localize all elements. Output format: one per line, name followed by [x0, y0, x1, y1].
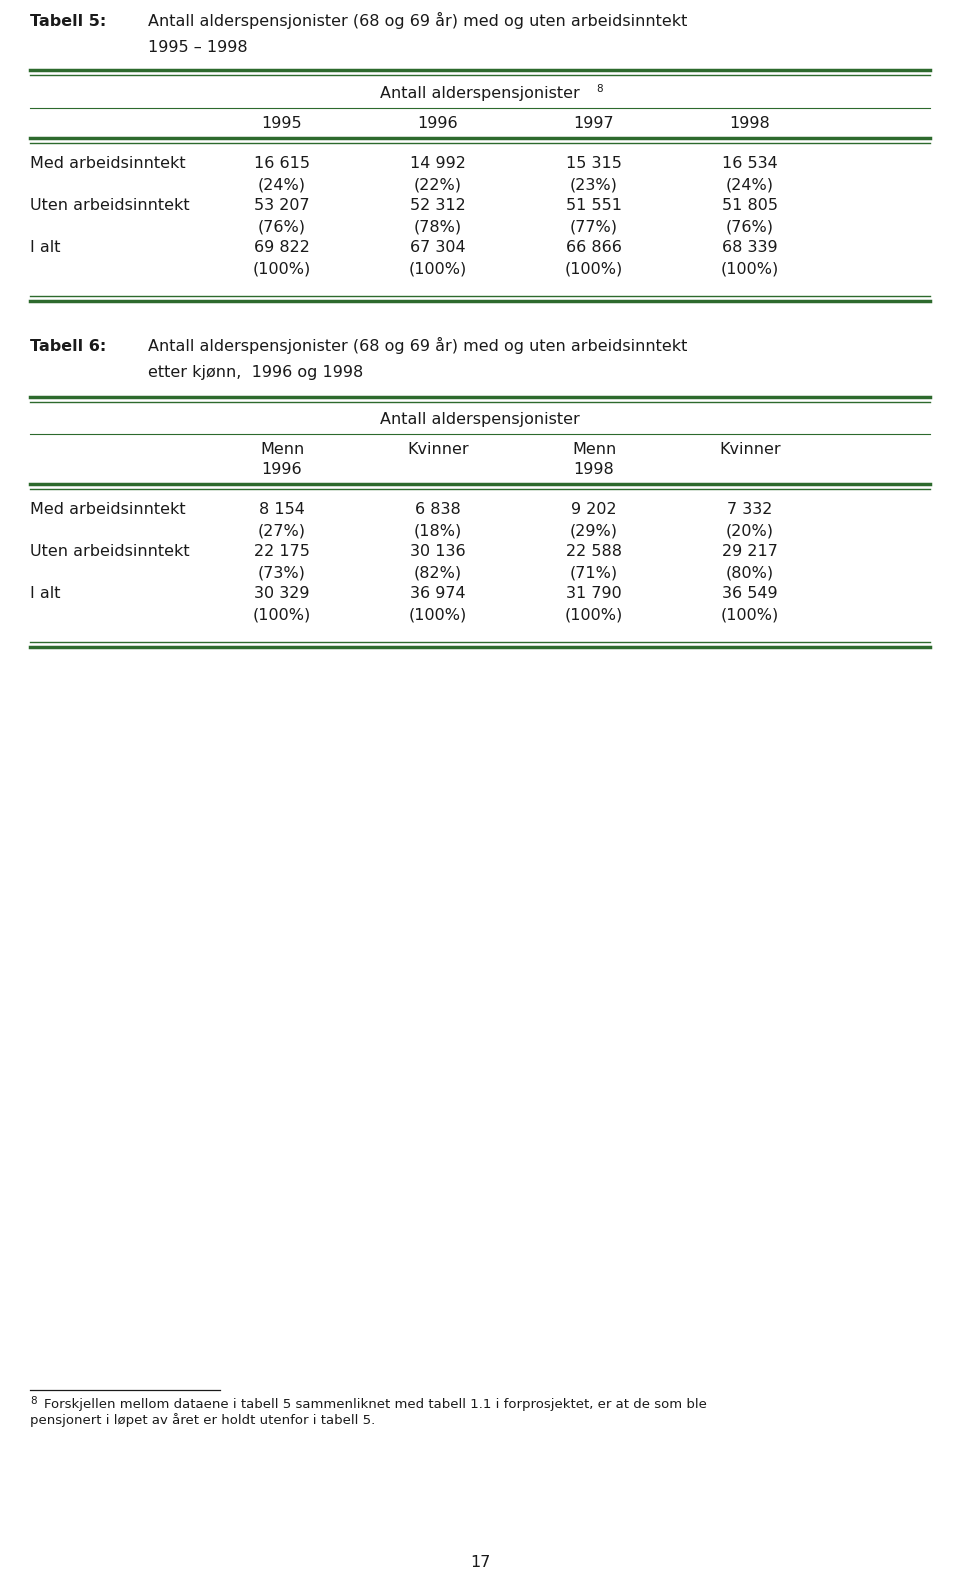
Text: I alt: I alt	[30, 586, 60, 601]
Text: (71%): (71%)	[570, 567, 618, 581]
Text: 8: 8	[30, 1397, 36, 1406]
Text: (76%): (76%)	[726, 221, 774, 235]
Text: 36 974: 36 974	[410, 586, 466, 601]
Text: Menn: Menn	[260, 443, 304, 457]
Text: (100%): (100%)	[409, 608, 468, 624]
Text: 16 534: 16 534	[722, 156, 778, 171]
Text: Med arbeidsinntekt: Med arbeidsinntekt	[30, 156, 185, 171]
Text: (23%): (23%)	[570, 178, 618, 194]
Text: Tabell 6:: Tabell 6:	[30, 340, 107, 354]
Text: (82%): (82%)	[414, 567, 462, 581]
Text: 31 790: 31 790	[566, 586, 622, 601]
Text: 1996: 1996	[418, 116, 458, 132]
Text: 1995: 1995	[262, 116, 302, 132]
Text: 52 312: 52 312	[410, 198, 466, 213]
Text: Med arbeidsinntekt: Med arbeidsinntekt	[30, 501, 185, 517]
Text: 7 332: 7 332	[728, 501, 773, 517]
Text: 8 154: 8 154	[259, 501, 305, 517]
Text: (27%): (27%)	[258, 524, 306, 540]
Text: 68 339: 68 339	[722, 240, 778, 256]
Text: (22%): (22%)	[414, 178, 462, 194]
Text: (100%): (100%)	[721, 608, 780, 624]
Text: Uten arbeidsinntekt: Uten arbeidsinntekt	[30, 198, 190, 213]
Text: Kvinner: Kvinner	[407, 443, 468, 457]
Text: 22 588: 22 588	[566, 544, 622, 559]
Text: (80%): (80%)	[726, 567, 774, 581]
Text: 51 551: 51 551	[566, 198, 622, 213]
Text: (78%): (78%)	[414, 221, 462, 235]
Text: 17: 17	[469, 1555, 491, 1570]
Text: Antall alderspensjonister (68 og 69 år) med og uten arbeidsinntekt: Antall alderspensjonister (68 og 69 år) …	[148, 336, 687, 354]
Text: 9 202: 9 202	[571, 501, 617, 517]
Text: 51 805: 51 805	[722, 198, 778, 213]
Text: 1995 – 1998: 1995 – 1998	[148, 40, 248, 56]
Text: 36 549: 36 549	[722, 586, 778, 601]
Text: (100%): (100%)	[564, 262, 623, 278]
Text: 1996: 1996	[262, 462, 302, 478]
Text: 14 992: 14 992	[410, 156, 466, 171]
Text: (100%): (100%)	[564, 608, 623, 624]
Text: (24%): (24%)	[726, 178, 774, 194]
Text: etter kjønn,  1996 og 1998: etter kjønn, 1996 og 1998	[148, 365, 363, 379]
Text: 22 175: 22 175	[254, 544, 310, 559]
Text: (20%): (20%)	[726, 524, 774, 540]
Text: 16 615: 16 615	[254, 156, 310, 171]
Text: I alt: I alt	[30, 240, 60, 256]
Text: (29%): (29%)	[570, 524, 618, 540]
Text: pensjonert i løpet av året er holdt utenfor i tabell 5.: pensjonert i løpet av året er holdt uten…	[30, 1412, 375, 1427]
Text: 1997: 1997	[574, 116, 614, 132]
Text: (77%): (77%)	[570, 221, 618, 235]
Text: 30 329: 30 329	[254, 586, 310, 601]
Text: (100%): (100%)	[252, 262, 311, 278]
Text: Antall alderspensjonister: Antall alderspensjonister	[380, 86, 580, 102]
Text: 66 866: 66 866	[566, 240, 622, 256]
Text: (100%): (100%)	[252, 608, 311, 624]
Text: 29 217: 29 217	[722, 544, 778, 559]
Text: (100%): (100%)	[409, 262, 468, 278]
Text: Menn: Menn	[572, 443, 616, 457]
Text: 8: 8	[596, 84, 603, 94]
Text: 53 207: 53 207	[254, 198, 310, 213]
Text: 67 304: 67 304	[410, 240, 466, 256]
Text: Kvinner: Kvinner	[719, 443, 780, 457]
Text: 30 136: 30 136	[410, 544, 466, 559]
Text: 6 838: 6 838	[415, 501, 461, 517]
Text: Antall alderspensjonister: Antall alderspensjonister	[380, 413, 580, 427]
Text: Forskjellen mellom dataene i tabell 5 sammenliknet med tabell 1.1 i forprosjekte: Forskjellen mellom dataene i tabell 5 sa…	[44, 1398, 707, 1411]
Text: (18%): (18%)	[414, 524, 462, 540]
Text: (24%): (24%)	[258, 178, 306, 194]
Text: Antall alderspensjonister (68 og 69 år) med og uten arbeidsinntekt: Antall alderspensjonister (68 og 69 år) …	[148, 13, 687, 29]
Text: (76%): (76%)	[258, 221, 306, 235]
Text: (100%): (100%)	[721, 262, 780, 278]
Text: 1998: 1998	[574, 462, 614, 478]
Text: 69 822: 69 822	[254, 240, 310, 256]
Text: 1998: 1998	[730, 116, 770, 132]
Text: Tabell 5:: Tabell 5:	[30, 14, 107, 29]
Text: 15 315: 15 315	[566, 156, 622, 171]
Text: Uten arbeidsinntekt: Uten arbeidsinntekt	[30, 544, 190, 559]
Text: (73%): (73%)	[258, 567, 306, 581]
